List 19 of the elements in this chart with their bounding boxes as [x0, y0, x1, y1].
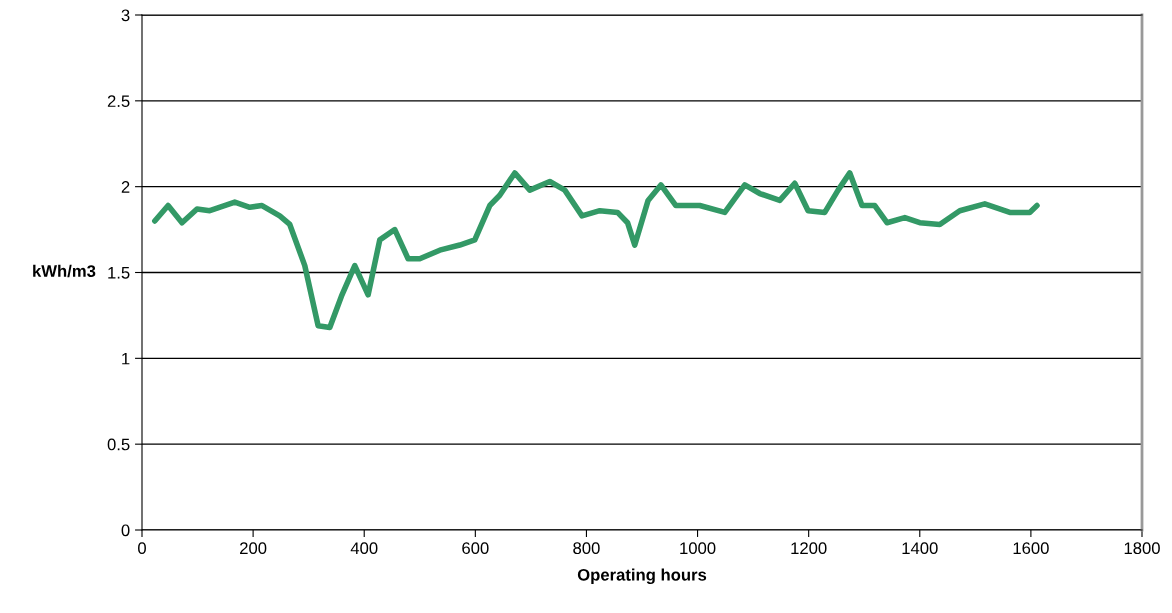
y-tick-label: 3 [121, 9, 130, 22]
y-tick-label: 2 [121, 181, 130, 193]
x-tick-label: 1600 [1013, 542, 1049, 555]
y-tick-label: 1 [122, 352, 130, 365]
y-tick-label: 0 [121, 524, 130, 537]
x-tick-label: 400 [350, 542, 378, 555]
y-tick-label: 2.5 [107, 95, 130, 108]
x-tick-label: 600 [462, 542, 489, 555]
x-tick-label: 1000 [680, 542, 716, 555]
x-axis-title: Operating hours [577, 568, 707, 585]
x-tick-label: 1400 [902, 542, 938, 555]
y-tick-label: 0.5 [107, 438, 130, 451]
x-tick-label: 0 [138, 542, 146, 555]
x-tick-label: 1200 [791, 542, 827, 555]
x-tick-label: 800 [573, 542, 600, 555]
y-axis-title: kWh/m3 [33, 264, 96, 278]
y-tick-label: 1.5 [108, 267, 130, 279]
x-tick-label: 200 [240, 542, 267, 555]
x-tick-label: 1800 [1124, 542, 1160, 555]
